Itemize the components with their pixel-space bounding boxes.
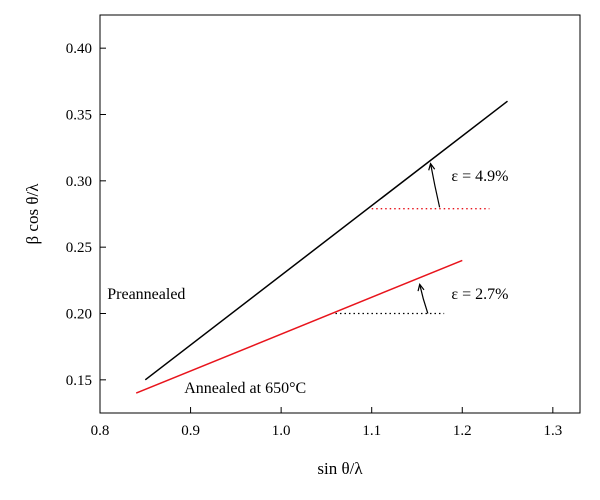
x-axis-title: sin θ/λ (317, 459, 363, 478)
annotation-label: Annealed at 650°C (184, 380, 306, 397)
annotation-label: ε = 2.7% (451, 286, 508, 303)
arrow-head (417, 282, 425, 292)
y-axis-title: β cos θ/λ (23, 183, 42, 245)
annotations-layer: ε = 4.9% ε = 2.7% Preannealed Annealed at 6… (107, 168, 508, 397)
y-tick-label: 0.35 (66, 108, 92, 124)
x-tick-label: 1.2 (453, 423, 472, 439)
series-layer (135, 100, 508, 394)
x-tick-label: 0.9 (181, 423, 200, 439)
strain-arc (419, 284, 429, 314)
x-tick-label: 1.0 (272, 423, 291, 439)
arrow-head (428, 162, 436, 171)
y-tick-label: 0.40 (66, 41, 92, 57)
strain-arc (429, 163, 441, 208)
y-tick-label: 0.25 (66, 240, 92, 256)
series-line (144, 100, 508, 381)
x-tick-label: 1.3 (543, 423, 562, 439)
y-tick-label: 0.30 (66, 174, 92, 190)
x-tick-label: 0.8 (91, 423, 110, 439)
y-tick-label: 0.20 (66, 307, 92, 323)
series-line (135, 259, 463, 394)
arrows-layer (417, 162, 441, 314)
annotation-label: Preannealed (107, 286, 185, 303)
x-tick-label: 1.1 (362, 423, 381, 439)
annotation-label: ε = 4.9% (451, 168, 508, 185)
y-tick-label: 0.15 (66, 373, 92, 389)
plot-frame (99, 14, 581, 414)
reference-lines (335, 208, 490, 315)
ticks-layer: 0.8 0.9 1.0 1.1 1.2 1.3 0.15 0.20 0.25 0.30 0.35 0.… (66, 41, 562, 439)
